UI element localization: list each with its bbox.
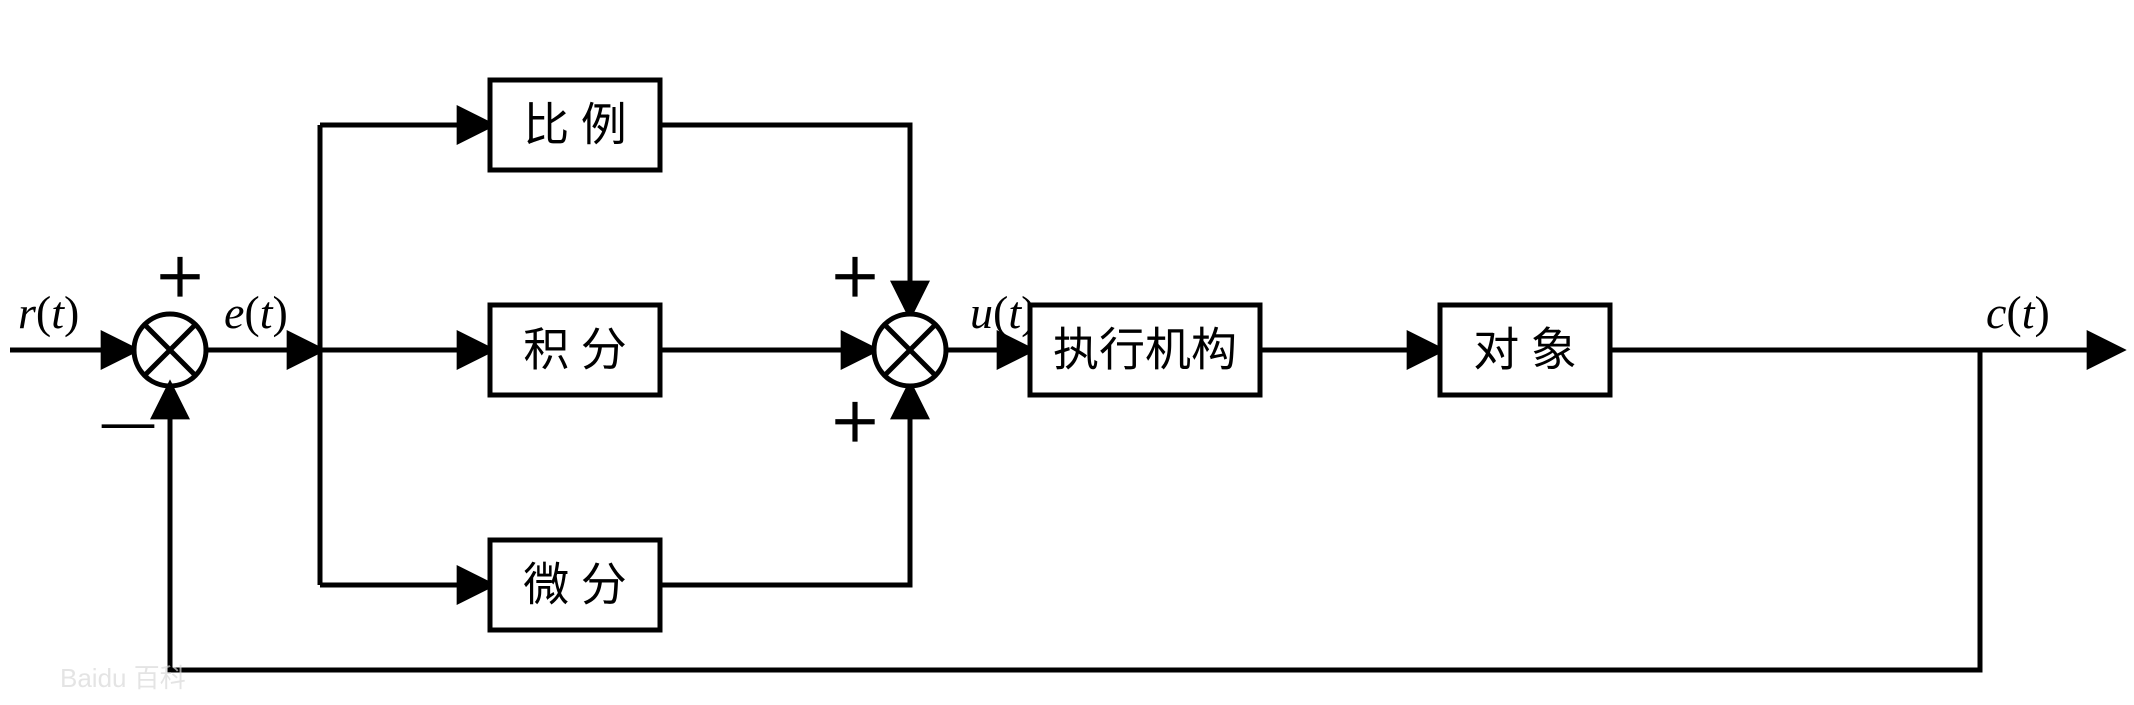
sign-plus-input: ＋ [154,252,206,309]
signal-r: r(t) [18,287,79,338]
signal-e: e(t) [224,287,288,338]
block-actuator-label: 执行机构 [1053,325,1237,376]
wire [170,350,1980,670]
block-proportional-label: 比 例 [523,100,627,151]
block-plant-label: 对 象 [1473,325,1577,376]
signal-u: u(t) [970,287,1036,338]
sign-plus-d: ＋ [829,397,881,454]
sign-plus-p: ＋ [829,252,881,309]
block-derivative-label: 微 分 [523,560,627,611]
signal-c: c(t) [1986,287,2050,338]
block-integral-label: 积 分 [523,325,627,376]
watermark: Baidu 百科 [60,663,186,693]
sign-minus-feedback: — [101,394,155,451]
pid-block-diagram: r(t) ＋ — e(t) 比 例积 分微 分 ＋ ＋ u(t) 执行机构 对 象 c(t) Baid… [0,0,2134,705]
